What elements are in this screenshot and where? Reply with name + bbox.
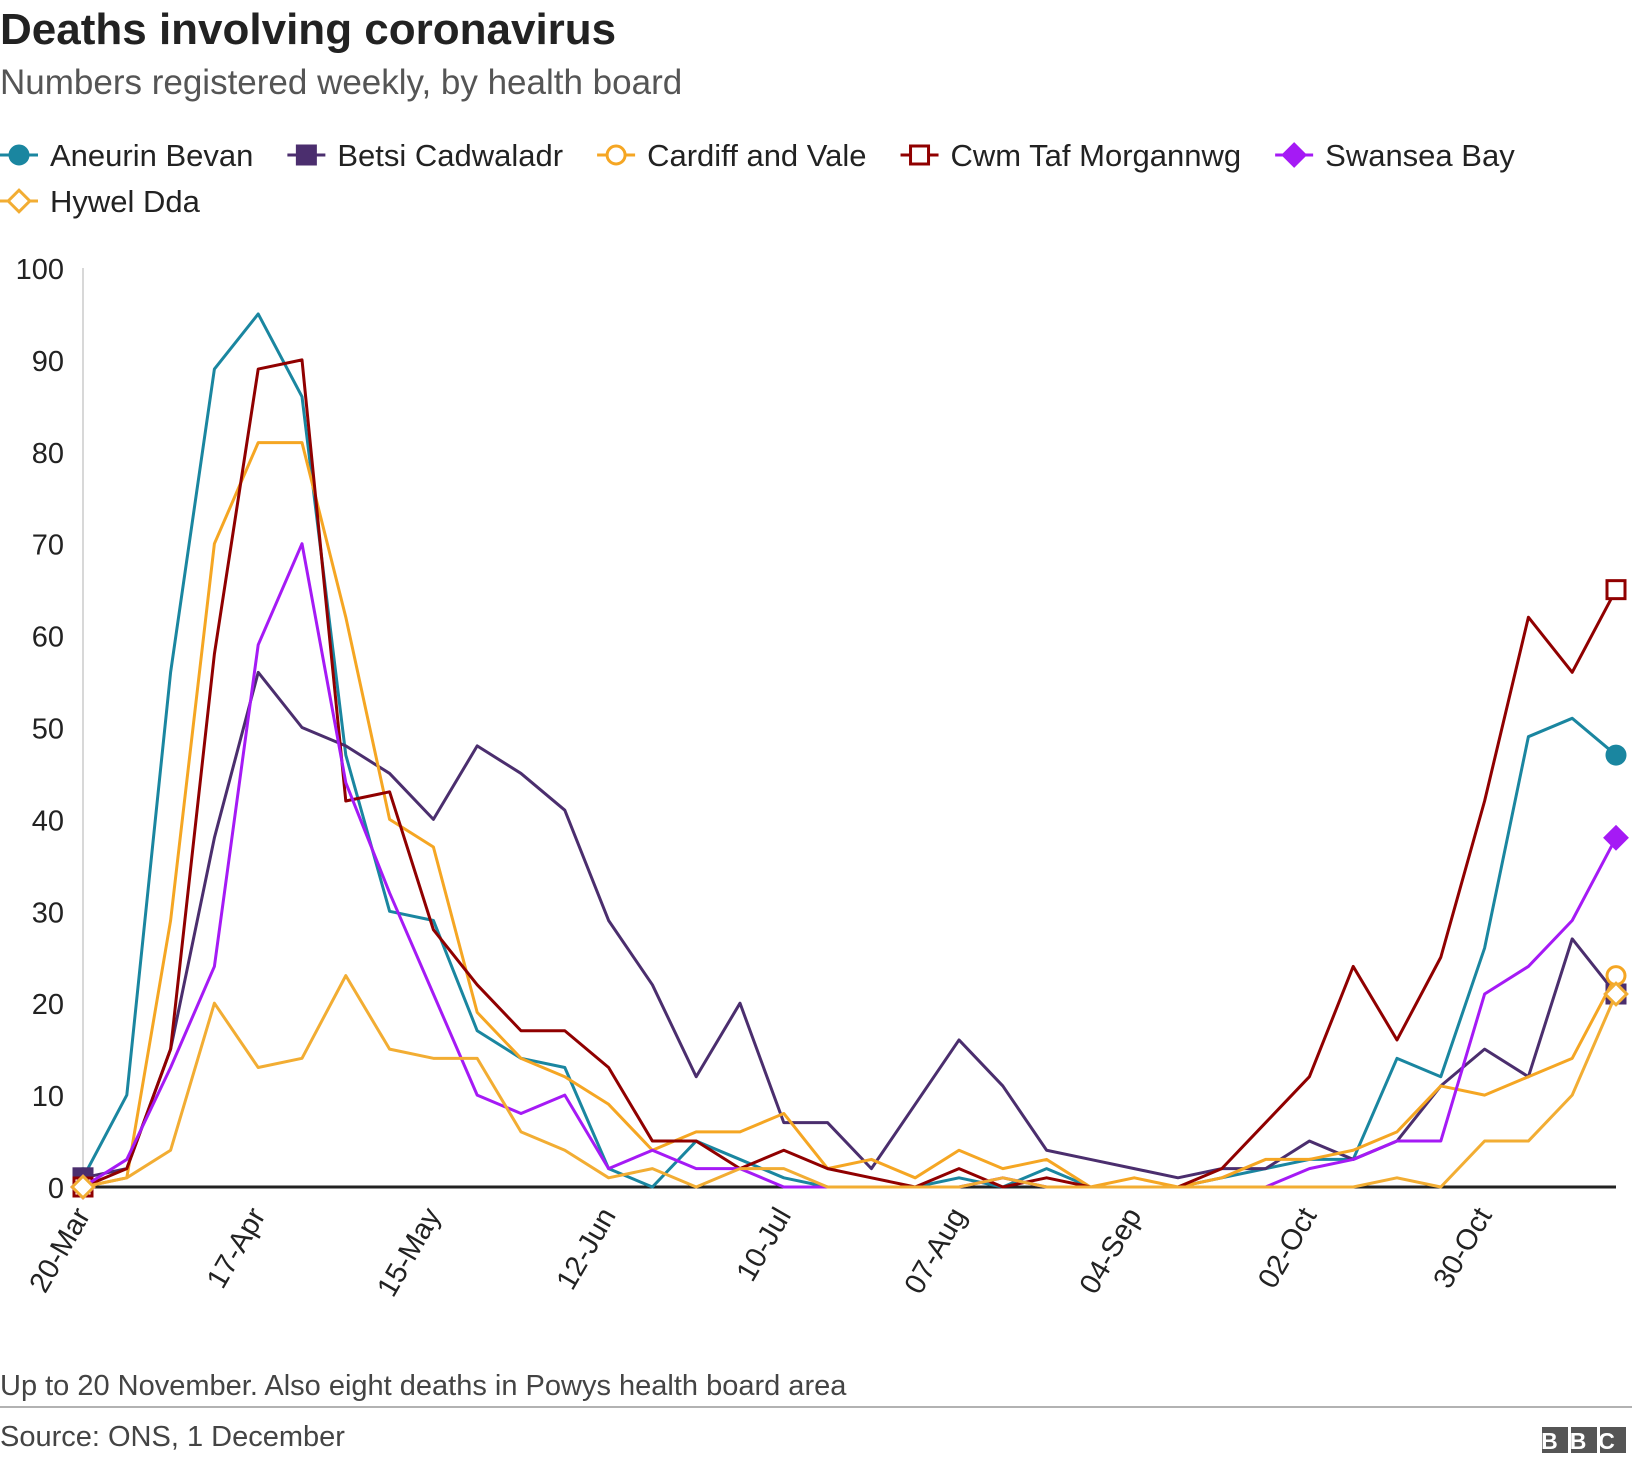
legend-item: Betsi Cadwaladr [287, 138, 563, 173]
y-tick-label: 30 [32, 897, 64, 929]
legend-label: Cardiff and Vale [647, 138, 866, 173]
legend-label: Aneurin Bevan [50, 138, 253, 173]
chart-note: Up to 20 November. Also eight deaths in … [0, 1370, 847, 1402]
chart-source: Source: ONS, 1 December [0, 1421, 345, 1453]
legend-marker [909, 144, 931, 166]
legend-item: Aneurin Bevan [0, 138, 253, 173]
y-tick-label: 100 [16, 254, 64, 286]
x-tick-label: 10-Jul [731, 1203, 798, 1287]
x-tick-label: 17-Apr [201, 1202, 272, 1294]
legend-marker [605, 144, 627, 166]
legend-marker [6, 188, 32, 214]
x-tick-label: 07-Aug [899, 1203, 973, 1300]
y-tick-label: 50 [32, 714, 64, 746]
series-line [81, 312, 1617, 1189]
legend-item: Swansea Bay [1275, 138, 1515, 173]
marker [1603, 824, 1629, 851]
legend-marker [1281, 142, 1308, 168]
legend-marker [8, 144, 30, 166]
legend-item: Cardiff and Vale [597, 138, 867, 173]
x-tick-label: 15-May [371, 1202, 447, 1302]
series-line [82, 542, 1618, 1189]
y-tick-label: 90 [32, 346, 64, 378]
legend-label: Swansea Bay [1325, 138, 1515, 173]
series-line [82, 670, 1618, 1180]
x-tick-label: 30-Oct [1427, 1203, 1498, 1294]
marker [70, 1174, 96, 1200]
x-tick-label: 12-Jun [551, 1203, 623, 1296]
legend-marker [295, 144, 317, 166]
series-line [82, 441, 1618, 1189]
y-tick-label: 10 [32, 1081, 64, 1113]
chart-subtitle: Numbers registered weekly, by health boa… [0, 63, 682, 102]
y-tick-label: 80 [32, 438, 64, 470]
y-tick-label: 40 [32, 805, 64, 837]
y-tick-label: 0 [48, 1173, 64, 1205]
marker [1605, 579, 1627, 601]
x-tick-label: 02-Oct [1252, 1203, 1323, 1294]
legend-label: Hywel Dda [50, 184, 201, 219]
series-line [82, 974, 1618, 1189]
legend-item: Hywel Dda [0, 184, 201, 219]
legend-item: Cwm Taf Morgannwg [900, 138, 1242, 173]
logo-box [1542, 1427, 1568, 1453]
chart-title: Deaths involving coronavirus [0, 5, 616, 54]
legend-label: Cwm Taf Morgannwg [951, 138, 1242, 173]
logo-box [1571, 1427, 1597, 1453]
marker [1605, 744, 1627, 766]
logo: BBC [1541, 1427, 1627, 1454]
marker [1603, 981, 1629, 1007]
logo-text: BBC [1541, 1428, 1627, 1454]
logo-box [1600, 1427, 1626, 1453]
y-tick-label: 70 [32, 530, 64, 562]
x-tick-label: 20-Mar [23, 1202, 97, 1298]
series-line [82, 358, 1618, 1189]
y-tick-label: 60 [32, 622, 64, 654]
legend-label: Betsi Cadwaladr [337, 138, 563, 173]
y-tick-label: 20 [32, 989, 64, 1021]
x-tick-label: 04-Sep [1074, 1203, 1148, 1300]
